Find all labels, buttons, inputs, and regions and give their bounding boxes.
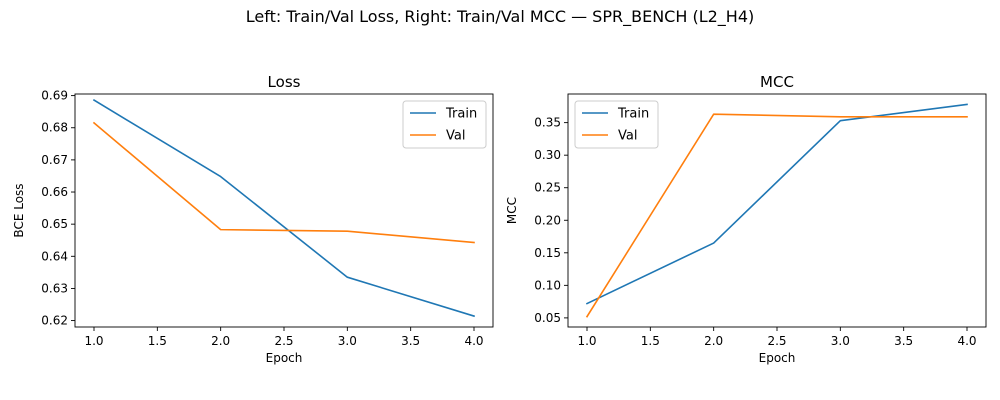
y-tick-label: 0.30 [534,148,561,162]
x-tick-label: 3.0 [831,334,850,348]
x-tick-label: 1.0 [577,334,596,348]
y-tick-label: 0.15 [534,246,561,260]
y-tick-label: 0.25 [534,181,561,195]
charts-layer: Loss 1.0 1.5 2.0 2.5 3.0 3.5 4.0 0.62 0.63 0.64 0.6… [12,73,987,365]
x-tick-label: 3.0 [338,334,357,348]
legend-label-val: Val [446,129,465,144]
x-tick-label: 1.5 [148,334,167,348]
y-axis-label: MCC [505,197,519,224]
y-tick-label: 0.05 [534,311,561,325]
series-line-train [92,99,475,318]
x-tick-label: 3.5 [894,334,913,348]
x-axis-label: Epoch [759,351,796,365]
chart-title: MCC [760,73,794,91]
legend-label-val: Val [618,129,637,144]
x-axis-label: Epoch [266,351,303,365]
y-tick-label: 0.62 [41,314,68,328]
y-tick-label: 0.10 [534,278,561,292]
y-tick-label: 0.66 [41,185,68,199]
legend: Train Val [574,100,659,149]
legend-label-train: Train [445,107,477,122]
y-tick-label: 0.35 [534,116,561,130]
x-tick-label: 4.0 [957,334,976,348]
x-tick-label: 2.5 [767,334,786,348]
legend: Train Val [402,100,487,149]
chart-title: Loss [268,73,301,91]
series-line-train [585,103,968,305]
legend-label-train: Train [617,107,649,122]
y-tick-label: 0.67 [41,153,68,167]
x-tick-label: 2.0 [211,334,230,348]
x-tick-label: 4.0 [464,334,483,348]
chart-panel-loss: Loss 1.0 1.5 2.0 2.5 3.0 3.5 4.0 0.62 0.63 0.64 0.6… [12,73,494,365]
y-tick-label: 0.65 [41,217,68,231]
x-tick-label: 1.0 [84,334,103,348]
y-tick-label: 0.20 [534,213,561,227]
chart-panel-mcc: MCC 1.0 1.5 2.0 2.5 3.0 3.5 4.0 0.05 0.10 0.15 0.20… [505,73,987,365]
y-axis-label: BCE Loss [12,183,26,237]
y-tick-label: 0.68 [41,121,68,135]
y-tick-label: 0.69 [41,89,68,103]
x-tick-label: 1.5 [641,334,660,348]
x-tick-label: 2.5 [274,334,293,348]
x-tick-label: 3.5 [401,334,420,348]
x-tick-label: 2.0 [704,334,723,348]
figure-suptitle: Left: Train/Val Loss, Right: Train/Val M… [246,7,754,27]
y-tick-label: 0.63 [41,281,68,295]
series-line-val [585,113,968,318]
series-line-val [92,121,475,244]
y-tick-label: 0.64 [41,249,68,263]
